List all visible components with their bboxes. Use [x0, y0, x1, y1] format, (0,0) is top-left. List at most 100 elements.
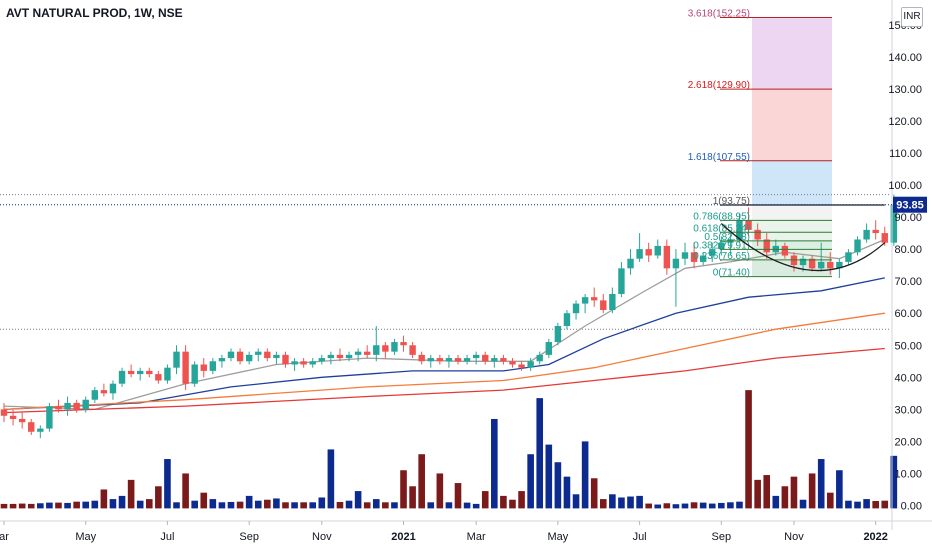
y-tick-label: 0.00 [901, 501, 922, 513]
volume-bar [55, 502, 62, 509]
volume-bar [518, 491, 525, 509]
volume-bar [436, 473, 444, 509]
candle-body [373, 345, 380, 355]
candle-body [818, 261, 825, 269]
volume-bar [554, 462, 562, 509]
candle-body [127, 370, 135, 375]
volume-bar [264, 499, 271, 509]
candle-body [709, 249, 716, 256]
volume-bar [145, 499, 153, 509]
volume-bar [318, 497, 326, 509]
candle-body [37, 428, 44, 432]
fib-zone [752, 205, 832, 221]
candle-body [454, 358, 462, 362]
volume-bar [627, 496, 634, 509]
x-tick-label: May [75, 531, 96, 543]
fib-zone [752, 249, 832, 260]
candle-body [91, 390, 98, 400]
x-tick-label: Jul [633, 531, 647, 543]
fib-zone [752, 240, 832, 250]
volume-bar [863, 499, 870, 509]
y-tick-label: 140.00 [888, 52, 922, 64]
volume-bar [781, 486, 789, 509]
y-tick-label: 40.00 [894, 372, 922, 384]
candle-body [872, 229, 879, 234]
y-tick-label: 80.00 [894, 244, 922, 256]
candle-body [672, 258, 680, 269]
volume-bar [291, 502, 298, 509]
fib-level-label: 0.5(82.58) [704, 232, 750, 243]
volume-bar [37, 503, 44, 509]
candle-body [645, 249, 652, 256]
candle-body [255, 351, 262, 355]
volume-bar [91, 500, 99, 509]
volume-bar [754, 479, 761, 509]
candle-body [264, 351, 271, 359]
volume-bar [545, 444, 553, 509]
candle-body [699, 255, 707, 262]
candle-body [336, 354, 344, 359]
volume-bar [282, 502, 289, 509]
candle-body [572, 303, 580, 314]
candle-body [636, 249, 643, 259]
candle-body [73, 402, 80, 410]
candle-body [118, 370, 126, 384]
candle-body [291, 361, 298, 365]
volume-bar [400, 470, 407, 509]
candle-body [191, 364, 198, 384]
volume-bar [854, 501, 861, 509]
volume-bar [100, 489, 108, 509]
candle-body [164, 367, 171, 381]
candle-body [663, 245, 671, 269]
candle-body [563, 313, 571, 327]
chart-title: AVT NATURAL PROD, 1W, NSE [6, 6, 183, 20]
volume-bar [681, 503, 689, 509]
volume-bar [218, 502, 226, 509]
volume-bar [9, 503, 17, 509]
volume-bar [463, 502, 471, 509]
volume-bar [699, 502, 707, 509]
volume-bar [736, 501, 743, 509]
volume-bar [445, 502, 453, 509]
candle-body [482, 354, 489, 362]
y-tick-label: 130.00 [888, 84, 922, 96]
volume-bar [845, 500, 852, 509]
volume-bar [481, 491, 489, 509]
candle-body [137, 370, 144, 375]
candle-body [472, 354, 480, 359]
volume-bar [273, 498, 280, 509]
volume-bar [155, 486, 162, 509]
candle-body [55, 406, 62, 410]
y-tick-label: 50.00 [894, 340, 922, 352]
volume-bar [363, 502, 371, 509]
candle-body [245, 354, 253, 362]
candle-body [218, 358, 226, 362]
fib-zone [752, 232, 832, 241]
volume-bar [409, 486, 416, 509]
candle-body [28, 422, 35, 432]
y-tick-label: 10.00 [894, 468, 922, 480]
volume-bar [654, 504, 662, 509]
candle-body [591, 297, 598, 301]
x-tick-label: Mar [467, 531, 486, 543]
volume-bar [309, 502, 317, 509]
volume-bar [64, 502, 71, 509]
y-tick-label: 20.00 [894, 436, 922, 448]
candle-body [427, 358, 434, 362]
candle-body [409, 345, 416, 355]
volume-bar [300, 502, 307, 509]
candle-body [554, 326, 562, 343]
volume-bar [491, 418, 498, 509]
currency-badge[interactable]: INR [901, 7, 923, 27]
volume-bar [391, 502, 398, 509]
candle-body [509, 361, 516, 365]
volume-bar [191, 500, 198, 509]
candle-body [609, 293, 616, 310]
volume-bar [509, 499, 516, 509]
volume-bar [690, 502, 698, 509]
volume-bar [372, 499, 380, 509]
fib-level-label: 0(71.40) [713, 268, 750, 279]
volume-bar [472, 503, 480, 509]
